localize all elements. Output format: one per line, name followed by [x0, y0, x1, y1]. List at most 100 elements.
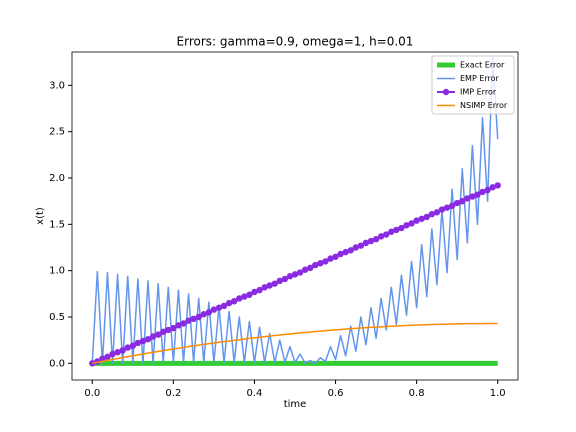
series-marker: [119, 347, 126, 354]
series-marker: [109, 350, 116, 358]
series-marker: [296, 269, 304, 276]
series-marker: [377, 233, 385, 240]
series-marker: [413, 217, 420, 224]
legend-box: [431, 55, 515, 115]
series-marker: [448, 202, 456, 210]
y-axis-label: x(t): [35, 207, 46, 225]
series-marker: [469, 193, 476, 200]
series-marker: [337, 250, 344, 258]
legend-label: Exact Error: [460, 61, 505, 70]
series-marker: [225, 299, 233, 307]
series-marker: [144, 336, 152, 343]
series-marker: [190, 315, 197, 323]
series-marker: [104, 353, 111, 361]
series-marker: [149, 333, 157, 340]
y-tick-label: 3.0: [49, 80, 65, 91]
series-marker: [484, 186, 491, 194]
series-marker: [332, 253, 339, 260]
series-marker: [383, 231, 390, 238]
x-tick-label: 1.0: [490, 388, 506, 399]
chart-title: Errors: gamma=0.9, omega=1, h=0.01: [177, 35, 414, 49]
legend-marker: [442, 88, 450, 96]
series-marker: [281, 275, 289, 283]
series-marker: [433, 209, 441, 216]
series-marker: [230, 298, 238, 305]
series-marker: [372, 235, 380, 243]
series-marker: [236, 295, 243, 302]
series-marker: [129, 342, 137, 349]
legend-label: NSIMP Error: [460, 101, 508, 110]
y-tick-label: 1.0: [49, 266, 65, 277]
series-marker: [210, 306, 218, 313]
series-line: [92, 322, 498, 365]
series-marker: [367, 237, 375, 245]
series-marker: [180, 320, 187, 327]
x-tick-label: 0.6: [328, 388, 344, 399]
series-marker: [398, 224, 405, 232]
plot-frame: [71, 51, 519, 381]
series-marker: [124, 344, 131, 351]
series-marker: [246, 291, 253, 298]
y-tick-label: 2.5: [49, 127, 65, 138]
legend-label: IMP Error: [460, 88, 497, 97]
series-marker: [170, 324, 177, 332]
series-marker: [160, 328, 167, 336]
series-marker: [423, 213, 430, 221]
series-marker: [271, 280, 278, 287]
series-marker: [459, 197, 466, 205]
series-marker: [418, 215, 425, 222]
series-marker: [200, 311, 207, 318]
series-line: [91, 56, 499, 365]
series-marker: [347, 247, 354, 254]
series-marker: [307, 264, 314, 272]
series-marker: [175, 322, 182, 329]
series-marker: [139, 337, 147, 345]
series-marker: [291, 271, 299, 278]
x-tick-label: 0.4: [247, 388, 263, 399]
series-marker: [301, 266, 309, 273]
series-marker: [165, 326, 172, 334]
series-marker: [464, 195, 471, 202]
series-marker: [195, 313, 202, 321]
series-marker: [256, 286, 263, 294]
series-marker: [327, 255, 334, 262]
series-marker: [352, 244, 360, 251]
series-marker: [99, 355, 106, 362]
series-marker: [251, 288, 258, 296]
series-marker: [408, 220, 415, 227]
series-marker: [494, 182, 501, 189]
series-marker: [317, 260, 324, 267]
series-marker: [241, 293, 248, 300]
x-tick-label: 0.2: [165, 388, 181, 399]
series-marker: [362, 239, 370, 247]
series-marker: [312, 261, 319, 269]
series-marker: [286, 273, 294, 280]
plot-area: [89, 56, 501, 367]
y-tick-label: 0.0: [49, 358, 65, 369]
series-marker: [220, 302, 228, 310]
series-marker: [261, 284, 268, 291]
series-marker: [393, 226, 400, 234]
series-marker: [215, 304, 223, 311]
series-marker: [114, 349, 121, 356]
series-marker: [403, 222, 410, 229]
series-marker: [205, 309, 213, 316]
series-marker: [453, 199, 461, 207]
x-tick-label: 0.0: [84, 388, 100, 399]
legend-label: EMP Error: [460, 74, 500, 83]
y-tick-label: 1.5: [49, 219, 65, 230]
series-marker: [438, 206, 446, 213]
series-marker: [322, 258, 329, 265]
series-marker: [357, 242, 365, 249]
series-marker: [474, 191, 481, 198]
y-tick-label: 0.5: [49, 312, 65, 323]
series-marker: [443, 204, 451, 211]
series-marker: [388, 228, 395, 235]
series-marker: [276, 277, 283, 285]
x-tick-label: 0.8: [409, 388, 425, 399]
y-tick-label: 2.0: [49, 173, 65, 184]
series-marker: [428, 210, 436, 218]
series-marker: [266, 282, 273, 289]
series-marker: [154, 331, 162, 338]
